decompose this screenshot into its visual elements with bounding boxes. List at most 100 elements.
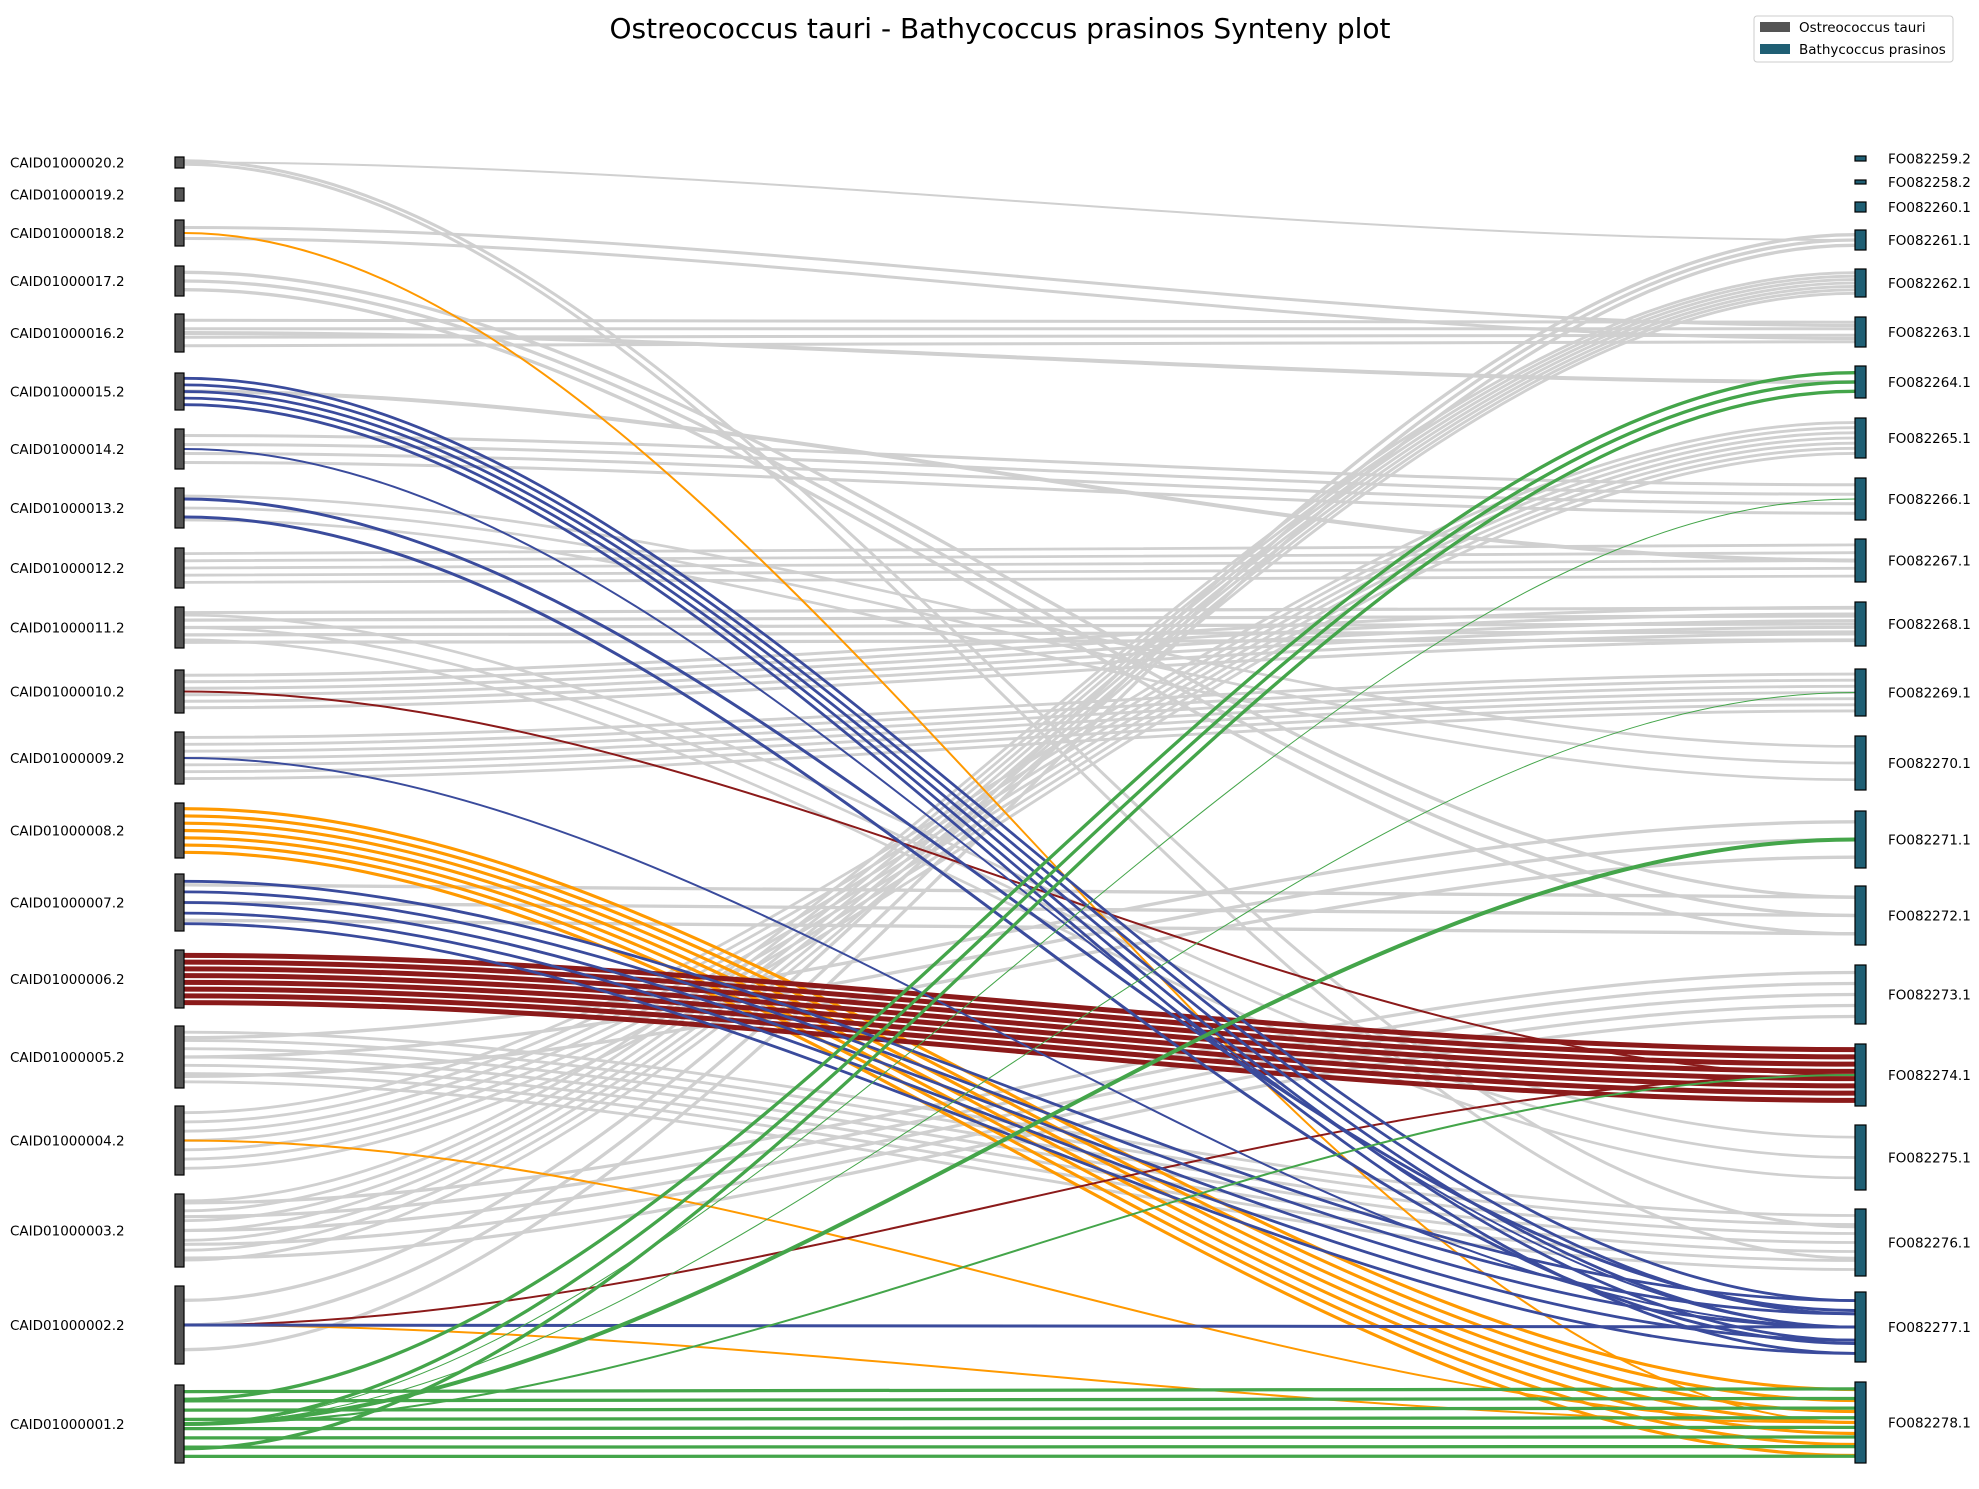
right-chromosome-label: FO082267.1	[1888, 554, 1971, 570]
left-chromosome-bar	[174, 1193, 185, 1268]
link-CAID01000007.2-FO082277.1	[183, 890, 1856, 1316]
right-chromosome-bar	[1854, 735, 1867, 791]
link-CAID01000015.2-FO082277.1	[183, 396, 1856, 1342]
right-chromosome-label: FO082275.1	[1888, 1151, 1971, 1167]
right-chromosome-label: FO082260.1	[1888, 200, 1971, 216]
left-chromosome-label: CAID01000008.2	[10, 824, 125, 840]
link-CAID01000012.2-FO082267.1	[183, 551, 1856, 563]
link-CAID01000005.2-FO082276.1	[183, 1063, 1856, 1253]
link-CAID01000009.2-FO082269.1	[183, 672, 1856, 739]
link-CAID01000003.2-FO082262.1	[183, 285, 1856, 1242]
right-chromosome-label: FO082270.1	[1888, 756, 1971, 772]
link-CAID01000008.2-FO082278.1	[183, 814, 1856, 1403]
link-CAID01000010.2-FO082268.1	[183, 619, 1856, 690]
link-CAID01000001.2-FO082264.1	[183, 380, 1856, 1426]
link-CAID01000003.2-FO082273.1	[183, 992, 1856, 1233]
left-chromosome-label: CAID01000016.2	[10, 326, 125, 342]
chart-title: Ostreococcus tauri - Bathycoccus prasino…	[609, 12, 1390, 45]
legend: Ostreococcus tauri Bathycoccus prasinos	[1753, 15, 1954, 63]
right-chromosome-bar	[1854, 964, 1867, 1025]
link-CAID01000013.2-FO082270.1	[183, 518, 1856, 782]
right-chromosome-bar	[1854, 1291, 1867, 1363]
link-CAID01000004.2-FO082265.1	[183, 436, 1856, 1142]
link-CAID01000003.2-FO082262.1	[183, 291, 1856, 1262]
left-chromosome-bar	[174, 547, 185, 589]
link-CAID01000009.2-FO082269.1	[183, 684, 1856, 753]
link-CAID01000006.2-FO082274.1	[183, 966, 1856, 1067]
link-CAID01000005.2-FO082271.1	[183, 855, 1856, 1078]
link-CAID01000005.2-FO082276.1	[183, 1047, 1856, 1235]
left-chromosomes: CAID01000020.2 CAID01000019.2 CAID01000018…	[10, 156, 185, 1464]
left-chromosome-bar	[174, 802, 185, 859]
link-CAID01000009.2-FO082269.1	[183, 678, 1856, 746]
link-CAID01000006.2-FO082274.1	[183, 979, 1856, 1082]
link-CAID01000015.2-FO082277.1	[183, 390, 1856, 1329]
left-chromosome-bar	[174, 1105, 185, 1176]
left-chromosome-label: CAID01000011.2	[10, 621, 125, 637]
right-chromosome-bar	[1854, 1381, 1867, 1464]
right-chromosome-label: FO082278.1	[1888, 1416, 1971, 1432]
right-chromosome-bar	[1854, 477, 1867, 521]
right-chromosome-label: FO082259.2	[1888, 152, 1971, 168]
legend-label-ostreococcus: Ostreococcus tauri	[1799, 20, 1926, 36]
link-CAID01000007.2-FO082272.1	[183, 918, 1856, 936]
link-CAID01000001.2-FO082278.1	[183, 1416, 1856, 1422]
link-CAID01000004.2-FO082265.1	[183, 452, 1856, 1170]
left-chromosome-bar	[174, 731, 185, 785]
link-CAID01000001.2-FO082278.1	[183, 1425, 1856, 1431]
link-CAID01000010.2-FO082268.1	[183, 639, 1856, 710]
left-chromosome-label: CAID01000015.2	[10, 385, 125, 401]
right-chromosome-label: FO082269.1	[1888, 686, 1971, 702]
right-chromosome-label: FO082263.1	[1888, 325, 1971, 341]
left-chromosome-bar	[174, 873, 185, 932]
link-CAID01000002.2-FO082261.1	[183, 243, 1856, 1352]
left-chromosome-label: CAID01000005.2	[10, 1050, 125, 1066]
legend-swatch-bathycoccus	[1760, 44, 1790, 54]
right-chromosome-bar	[1854, 885, 1867, 946]
link-CAID01000016.2-FO082263.1	[183, 318, 1856, 324]
link-CAID01000001.2-FO082264.1	[183, 389, 1856, 1451]
link-CAID01000014.2-FO082266.1	[183, 461, 1856, 515]
legend-frame	[1753, 15, 1954, 63]
link-CAID01000007.2-FO082272.1	[183, 883, 1856, 899]
link-CAID01000015.2-FO082277.1	[183, 376, 1856, 1302]
left-chromosome-label: CAID01000012.2	[10, 561, 125, 577]
left-chromosome-bar	[174, 606, 185, 649]
link-CAID01000008.2-FO082278.1	[183, 821, 1856, 1414]
link-CAID01000003.2-FO082262.1	[183, 281, 1856, 1232]
link-CAID01000008.2-FO082278.1	[183, 807, 1856, 1392]
left-chromosome-bar	[174, 1025, 185, 1089]
link-CAID01000003.2-FO082273.1	[183, 970, 1856, 1205]
right-chromosome-bar	[1854, 668, 1867, 717]
link-CAID01000020.2-FO082261.1	[183, 161, 1856, 241]
link-CAID01000015.2-FO082277.1	[183, 383, 1856, 1316]
link-CAID01000006.2-FO082274.1	[183, 993, 1856, 1096]
link-CAID01000001.2-FO082278.1	[183, 1387, 1856, 1394]
link-CAID01000001.2-FO082278.1	[183, 1406, 1856, 1412]
left-chromosome-bar	[174, 669, 185, 714]
link-CAID01000001.2-FO082278.1	[183, 1444, 1856, 1449]
left-chromosome-label: CAID01000020.2	[10, 156, 125, 172]
right-chromosome-label: FO082268.1	[1888, 617, 1971, 633]
link-CAID01000001.2-FO082269.1	[183, 692, 1856, 1425]
left-chromosome-bar	[174, 219, 185, 247]
link-CAID01000009.2-FO082269.1	[183, 691, 1856, 760]
link-CAID01000007.2-FO082272.1	[183, 900, 1856, 918]
link-CAID01000001.2-FO082278.1	[183, 1435, 1856, 1440]
right-chromosome-label: FO082261.1	[1888, 233, 1971, 249]
link-CAID01000002.2-FO082261.1	[183, 238, 1856, 1327]
link-CAID01000010.2-FO082268.1	[183, 612, 1856, 684]
right-chromosome-label: FO082258.2	[1888, 175, 1971, 191]
link-CAID01000017.2-FO082272.1	[183, 270, 1856, 899]
left-chromosome-label: CAID01000003.2	[10, 1224, 125, 1240]
link-CAID01000006.2-FO082274.1	[183, 973, 1856, 1074]
link-CAID01000011.2-FO082275.1	[183, 613, 1856, 1139]
link-CAID01000012.2-FO082267.1	[183, 543, 1856, 555]
link-CAID01000002.2-FO082274.1	[183, 1074, 1856, 1326]
link-CAID01000010.2-FO082268.1	[183, 605, 1856, 677]
link-CAID01000001.2-FO082278.1	[183, 1396, 1856, 1403]
right-chromosomes: FO082259.2 FO082258.2 FO082260.1 FO082261.1…	[1854, 152, 1971, 1464]
right-chromosome-label: FO082273.1	[1888, 988, 1971, 1004]
right-chromosome-label: FO082272.1	[1888, 909, 1971, 925]
